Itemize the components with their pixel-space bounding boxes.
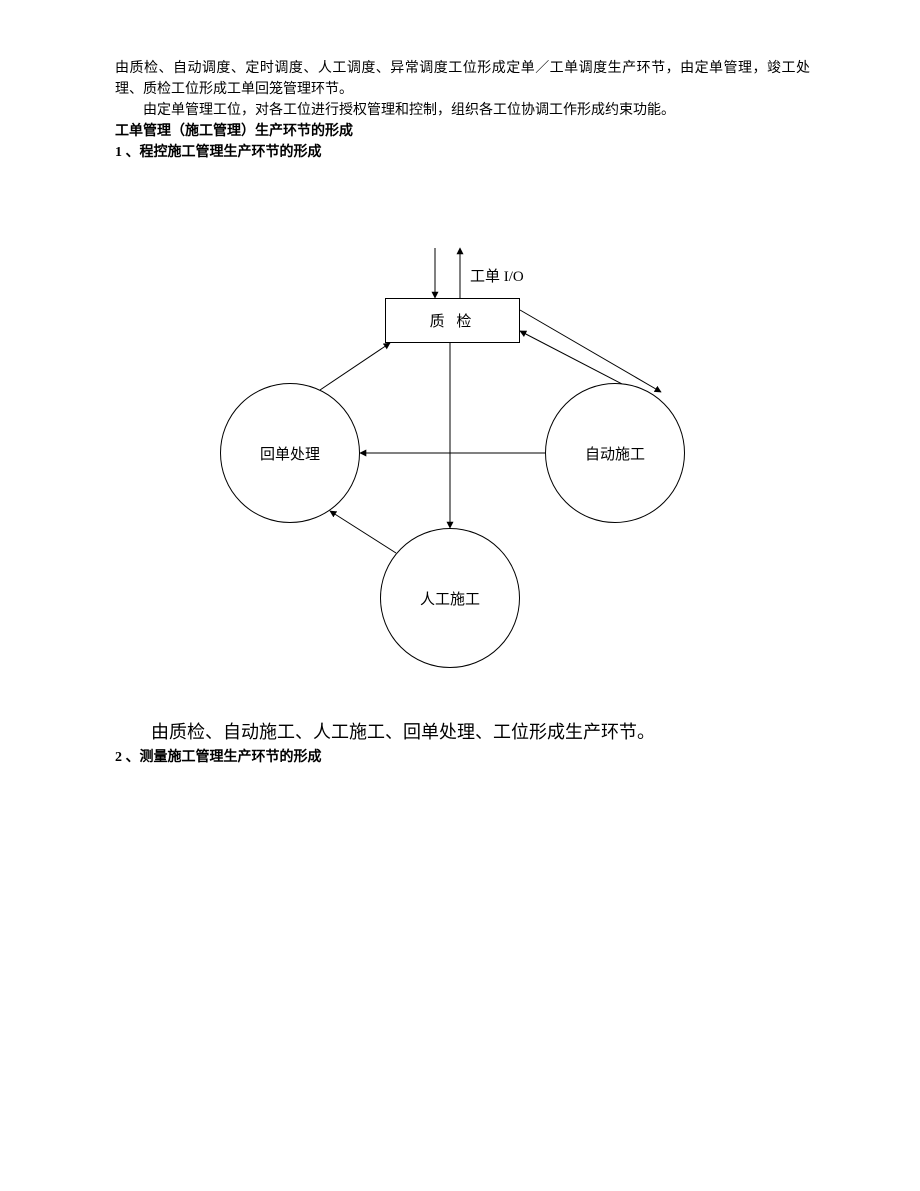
node-qc: 质 检 [385, 298, 520, 343]
heading-2: 1 、程控施工管理生产环节的形成 [115, 142, 810, 163]
io-label: 工单 I/O [470, 265, 524, 286]
node-auto: 自动施工 [545, 383, 685, 523]
heading-1: 工单管理（施工管理）生产环节的形成 [115, 121, 810, 142]
node-auto-label: 自动施工 [585, 443, 645, 464]
flowchart-diagram: 工单 I/O 质 检 自动施工 人工施工 回单处理 [115, 203, 815, 683]
diagram-summary: 由质检、自动施工、人工施工、回单处理、工位形成生产环节。 [115, 718, 810, 747]
node-qc-label: 质 检 [430, 310, 476, 331]
heading-3: 2 、测量施工管理生产环节的形成 [115, 747, 810, 768]
node-return-label: 回单处理 [260, 443, 320, 464]
node-manual-label: 人工施工 [420, 588, 480, 609]
paragraph-1: 由质检、自动调度、定时调度、人工调度、异常调度工位形成定单／工单调度生产环节，由… [115, 58, 810, 100]
paragraph-2: 由定单管理工位，对各工位进行授权管理和控制，组织各工位协调工作形成约束功能。 [115, 100, 810, 121]
node-return: 回单处理 [220, 383, 360, 523]
node-manual: 人工施工 [380, 528, 520, 668]
